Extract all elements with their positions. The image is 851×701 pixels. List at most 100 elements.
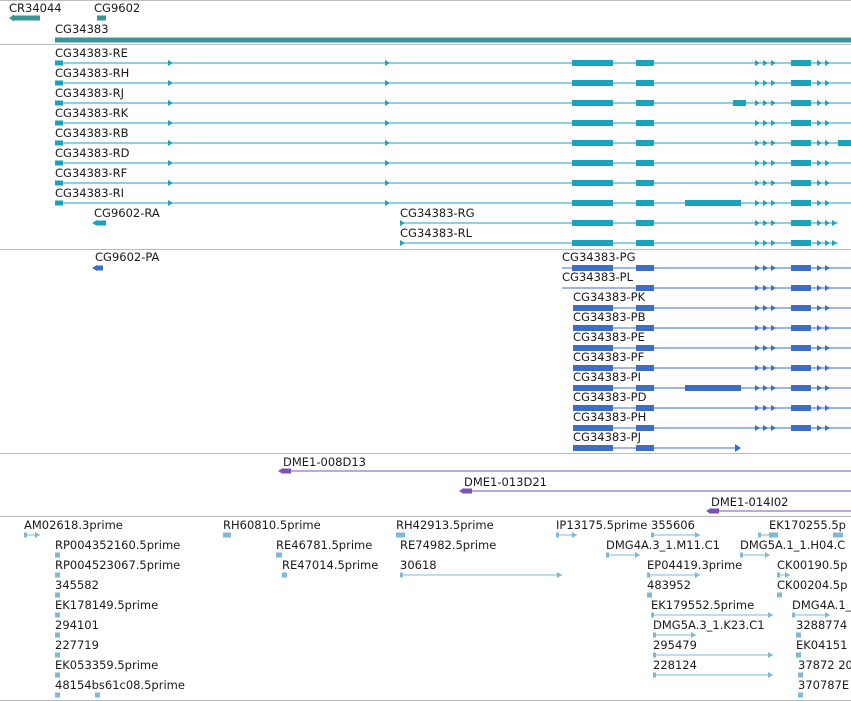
est-label[interactable]: 345582 [55,578,99,592]
strand-arrow [768,612,773,618]
strand-arrow [755,160,760,166]
protein-label[interactable]: CG34383-PE [573,330,645,344]
exon-block [791,60,811,66]
clone-end [283,468,291,474]
est-label[interactable]: EP04419.3prime [647,558,743,572]
strand-arrow [825,405,830,411]
est-label[interactable]: 294101 [55,618,99,632]
est-label[interactable]: IP13175.5prime [556,518,648,532]
est-block [55,592,60,598]
est-label[interactable]: AM02618.3prime [24,518,123,532]
exon-block [572,200,613,206]
strand-arrow [755,240,760,246]
est-label[interactable]: DMG4A.1_ [792,598,851,612]
strand-arrow [817,200,822,206]
transcript-label[interactable]: CG34383-RE [55,46,128,60]
est-label[interactable]: RE74982.5prime [400,538,497,552]
strand-arrow [755,140,760,146]
strand-arrow [763,120,768,126]
est-label[interactable]: 48154bs61c08.5prime [55,678,185,692]
est-label[interactable]: EK178149.5prime [55,598,159,612]
gene-label-cg9602[interactable]: CG9602 [94,1,141,15]
clone-label[interactable]: DME1-013D21 [464,475,547,489]
strand-arrow [763,100,768,106]
protein-label[interactable]: CG34383-PI [573,370,642,384]
est-block [796,652,801,658]
gene-label-cg34383[interactable]: CG34383 [55,22,109,36]
strand-arrow [825,305,830,311]
est-label[interactable]: RE46781.5prime [276,538,373,552]
est-label[interactable]: RH42913.5prime [396,518,494,532]
strand-arrow [825,265,830,271]
est-label[interactable]: DMG5A.1_1.H04.C [740,538,846,552]
track-separator-clones [0,516,851,517]
transcript-label[interactable]: CG34383-RD [55,146,130,160]
transcript-label[interactable]: CG34383-RG [400,206,475,220]
strand-arrow [771,120,776,126]
strand-arrow [400,240,405,246]
gene-cr34044 [14,15,40,21]
est-label[interactable]: 355606 [651,518,695,532]
transcript-label[interactable]: CG34383-RF [55,166,128,180]
est-label[interactable]: 295479 [653,638,697,652]
protein-label[interactable]: CG34383-PL [562,270,634,284]
transcript-label[interactable]: CG9602-RA [94,206,160,220]
transcript-label[interactable]: CG34383-RI [55,186,125,200]
transcript-label[interactable]: CG34383-RJ [55,86,125,100]
transcript-label[interactable]: CG34383-RB [55,126,129,140]
strand-arrow [825,425,830,431]
protein-label[interactable]: CG34383-PF [573,350,645,364]
est-label[interactable]: EK170255.5p [769,518,846,532]
est-label[interactable]: 30618 [400,558,437,572]
protein-label[interactable]: CG34383-PD [573,390,647,404]
gene-label-cr34044[interactable]: CR34044 [9,1,62,15]
strand-arrow [755,285,760,291]
est-label[interactable]: 37872 20 [798,658,851,672]
est-label[interactable]: EK179552.5prime [651,598,755,612]
est-label[interactable]: DMG5A.3_1.K23.C1 [653,618,765,632]
est-label[interactable]: DMG4A.3_1.M11.C1 [606,538,720,552]
clone-end [464,488,472,494]
clone-label[interactable]: DME1-014I02 [711,495,789,509]
transcript-label[interactable]: CG34383-RK [55,106,129,120]
exon-block [636,265,654,271]
est-label[interactable]: EK04151 [796,638,848,652]
est-label[interactable]: 228124 [653,658,697,672]
est-block [647,572,650,578]
strand-arrow [771,325,776,331]
exon-block [636,445,654,451]
est-label[interactable]: EK053359.5prime [55,658,159,672]
protein-label[interactable]: CG34383-PG [562,250,636,264]
est-block [400,572,403,578]
est-label[interactable]: RE47014.5prime [282,558,379,572]
est-label[interactable]: 483952 [647,578,691,592]
est-label[interactable]: RP004352160.5prime [55,538,181,552]
clone-label[interactable]: DME1-008D13 [283,455,366,469]
est-label[interactable]: 370787E [798,678,850,692]
protein-label[interactable]: CG34383-PB [573,310,646,324]
protein-label[interactable]: CG34383-PH [573,410,647,424]
est-label[interactable]: 3288774 [796,618,848,632]
est-label[interactable]: RP004523067.5prime [55,558,181,572]
exon-block [791,200,811,206]
exon-block [573,365,613,371]
est-label[interactable]: CK00204.5p [777,578,848,592]
est-label[interactable]: 227719 [55,638,99,652]
est-block [798,692,803,698]
protein-label[interactable]: CG9602-PA [95,250,160,264]
strand-arrow [755,60,760,66]
est-block [651,532,654,538]
strand-arrow [385,160,390,166]
protein-label[interactable]: CG34383-PJ [573,430,642,444]
protein-label[interactable]: CG34383-PK [573,290,646,304]
transcript-label[interactable]: CG34383-RL [400,226,473,240]
est-label[interactable]: CK00190.5p [777,558,848,572]
exon-block [636,200,654,206]
est-label[interactable]: RH60810.5prime [223,518,321,532]
strand-arrow [385,200,390,206]
transcript-label[interactable]: CG34383-RH [55,66,130,80]
est-block [55,612,60,618]
est-block [606,552,609,558]
